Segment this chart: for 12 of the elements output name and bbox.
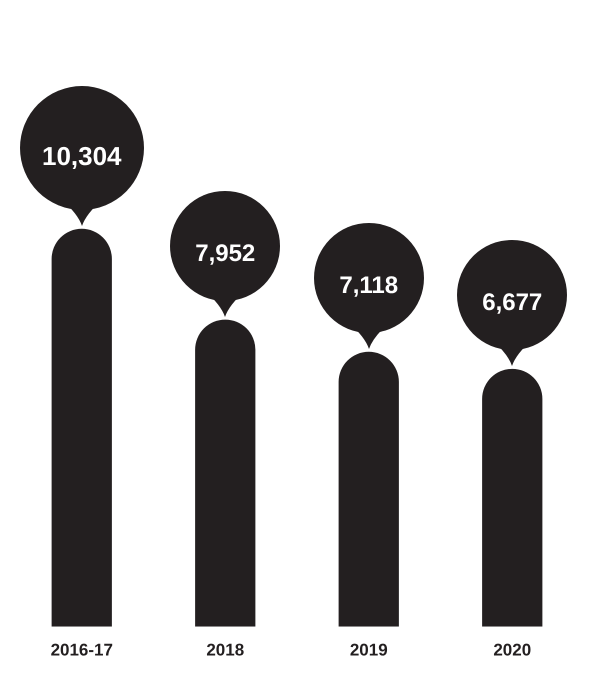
bar	[52, 228, 112, 627]
x-tick-label: 2018	[206, 640, 244, 660]
bar	[482, 368, 542, 627]
data-label: 7,952	[195, 240, 256, 267]
bar	[195, 320, 256, 627]
x-tick-label: 2019	[350, 640, 388, 660]
x-tick-label: 2016-17	[50, 640, 113, 660]
x-tick-label: 2020	[493, 640, 532, 660]
data-label: 7,118	[339, 272, 398, 299]
data-label: 10,304	[42, 140, 122, 171]
bar	[338, 352, 399, 627]
data-label: 6,677	[482, 288, 542, 316]
